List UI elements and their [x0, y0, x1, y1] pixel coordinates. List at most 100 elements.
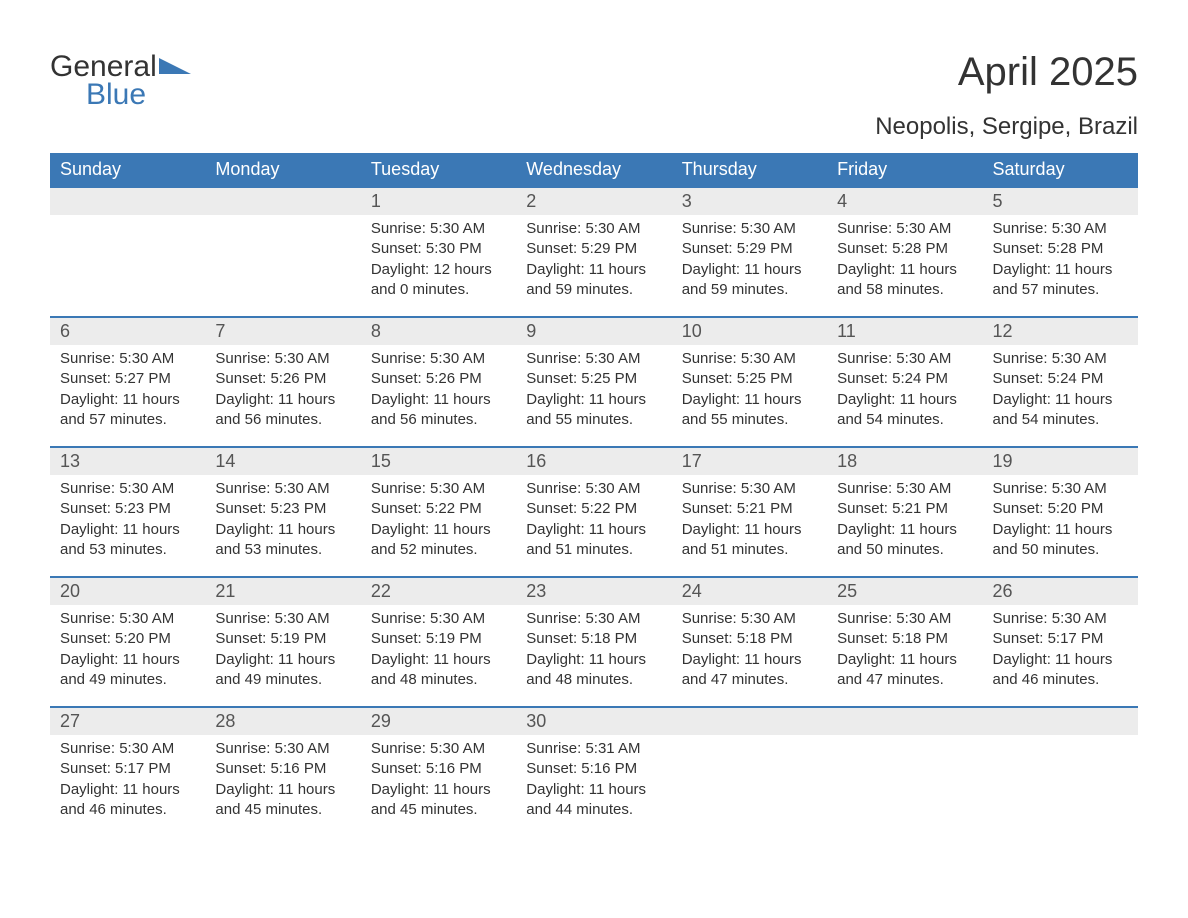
- weekday-header: Sunday: [50, 153, 205, 187]
- sunrise-text: Sunrise: 5:30 AM: [993, 609, 1128, 629]
- sunrise-text: Sunrise: 5:30 AM: [837, 479, 972, 499]
- day-number-cell: 28: [205, 707, 360, 735]
- sunrise-text: Sunrise: 5:30 AM: [371, 479, 506, 499]
- sunrise-text: Sunrise: 5:30 AM: [60, 349, 195, 369]
- sunset-text: Sunset: 5:19 PM: [215, 629, 350, 649]
- title-block: April 2025 Neopolis, Sergipe, Brazil: [875, 50, 1138, 141]
- daylight-text: and 49 minutes.: [215, 670, 350, 690]
- daylight-text: Daylight: 11 hours: [993, 650, 1128, 670]
- daylight-text: Daylight: 11 hours: [993, 390, 1128, 410]
- daylight-text: and 55 minutes.: [526, 410, 661, 430]
- daylight-text: and 46 minutes.: [993, 670, 1128, 690]
- sunset-text: Sunset: 5:18 PM: [837, 629, 972, 649]
- logo-flag-icon: [159, 50, 193, 84]
- sunrise-text: Sunrise: 5:30 AM: [526, 479, 661, 499]
- sunrise-text: Sunrise: 5:30 AM: [215, 479, 350, 499]
- sunset-text: Sunset: 5:22 PM: [526, 499, 661, 519]
- sunset-text: Sunset: 5:20 PM: [60, 629, 195, 649]
- day-number-cell: 25: [827, 577, 982, 605]
- day-detail-cell: Sunrise: 5:30 AMSunset: 5:20 PMDaylight:…: [50, 605, 205, 707]
- day-number-cell: 12: [983, 317, 1138, 345]
- day-number-cell: 2: [516, 187, 671, 215]
- day-detail-row: Sunrise: 5:30 AMSunset: 5:27 PMDaylight:…: [50, 345, 1138, 447]
- daylight-text: and 59 minutes.: [526, 280, 661, 300]
- day-detail-cell: [827, 735, 982, 836]
- daylight-text: Daylight: 11 hours: [526, 780, 661, 800]
- day-detail-cell: Sunrise: 5:30 AMSunset: 5:21 PMDaylight:…: [827, 475, 982, 577]
- sunrise-text: Sunrise: 5:30 AM: [371, 739, 506, 759]
- sunrise-text: Sunrise: 5:30 AM: [60, 609, 195, 629]
- daylight-text: Daylight: 11 hours: [993, 260, 1128, 280]
- daylight-text: and 56 minutes.: [371, 410, 506, 430]
- day-number-row: 13141516171819: [50, 447, 1138, 475]
- day-number-cell: [205, 187, 360, 215]
- daylight-text: and 48 minutes.: [526, 670, 661, 690]
- sunrise-text: Sunrise: 5:30 AM: [993, 479, 1128, 499]
- day-number-cell: 21: [205, 577, 360, 605]
- daylight-text: and 52 minutes.: [371, 540, 506, 560]
- calendar-table: SundayMondayTuesdayWednesdayThursdayFrid…: [50, 153, 1138, 836]
- day-number-cell: [827, 707, 982, 735]
- sunset-text: Sunset: 5:18 PM: [682, 629, 817, 649]
- day-number-cell: 22: [361, 577, 516, 605]
- day-number-cell: 14: [205, 447, 360, 475]
- day-detail-row: Sunrise: 5:30 AMSunset: 5:20 PMDaylight:…: [50, 605, 1138, 707]
- day-number-cell: 7: [205, 317, 360, 345]
- sunset-text: Sunset: 5:24 PM: [837, 369, 972, 389]
- sunset-text: Sunset: 5:20 PM: [993, 499, 1128, 519]
- daylight-text: and 50 minutes.: [993, 540, 1128, 560]
- sunset-text: Sunset: 5:28 PM: [837, 239, 972, 259]
- daylight-text: Daylight: 11 hours: [837, 520, 972, 540]
- day-detail-row: Sunrise: 5:30 AMSunset: 5:17 PMDaylight:…: [50, 735, 1138, 836]
- day-detail-cell: Sunrise: 5:30 AMSunset: 5:24 PMDaylight:…: [827, 345, 982, 447]
- daylight-text: and 55 minutes.: [682, 410, 817, 430]
- daylight-text: Daylight: 11 hours: [526, 520, 661, 540]
- day-detail-cell: [983, 735, 1138, 836]
- day-detail-cell: Sunrise: 5:30 AMSunset: 5:26 PMDaylight:…: [205, 345, 360, 447]
- day-number-row: 12345: [50, 187, 1138, 215]
- sunset-text: Sunset: 5:27 PM: [60, 369, 195, 389]
- daylight-text: and 47 minutes.: [837, 670, 972, 690]
- sunrise-text: Sunrise: 5:30 AM: [371, 349, 506, 369]
- sunrise-text: Sunrise: 5:30 AM: [60, 739, 195, 759]
- sunrise-text: Sunrise: 5:30 AM: [371, 609, 506, 629]
- daylight-text: Daylight: 11 hours: [526, 390, 661, 410]
- sunrise-text: Sunrise: 5:30 AM: [837, 349, 972, 369]
- day-detail-cell: Sunrise: 5:30 AMSunset: 5:22 PMDaylight:…: [516, 475, 671, 577]
- day-number-cell: 15: [361, 447, 516, 475]
- sunset-text: Sunset: 5:23 PM: [60, 499, 195, 519]
- daylight-text: and 53 minutes.: [215, 540, 350, 560]
- day-number-cell: 9: [516, 317, 671, 345]
- day-number-cell: 30: [516, 707, 671, 735]
- sunset-text: Sunset: 5:26 PM: [371, 369, 506, 389]
- sunrise-text: Sunrise: 5:30 AM: [682, 479, 817, 499]
- daylight-text: Daylight: 11 hours: [526, 260, 661, 280]
- sunrise-text: Sunrise: 5:30 AM: [526, 349, 661, 369]
- sunrise-text: Sunrise: 5:30 AM: [60, 479, 195, 499]
- daylight-text: Daylight: 11 hours: [60, 780, 195, 800]
- day-number-cell: 17: [672, 447, 827, 475]
- day-detail-cell: Sunrise: 5:30 AMSunset: 5:16 PMDaylight:…: [205, 735, 360, 836]
- daylight-text: and 53 minutes.: [60, 540, 195, 560]
- day-number-cell: 20: [50, 577, 205, 605]
- daylight-text: Daylight: 11 hours: [371, 780, 506, 800]
- day-detail-cell: Sunrise: 5:30 AMSunset: 5:17 PMDaylight:…: [50, 735, 205, 836]
- day-number-cell: 3: [672, 187, 827, 215]
- daylight-text: Daylight: 11 hours: [526, 650, 661, 670]
- day-number-cell: 18: [827, 447, 982, 475]
- weekday-header: Monday: [205, 153, 360, 187]
- sunrise-text: Sunrise: 5:30 AM: [215, 739, 350, 759]
- sunrise-text: Sunrise: 5:30 AM: [371, 219, 506, 239]
- day-detail-cell: Sunrise: 5:30 AMSunset: 5:20 PMDaylight:…: [983, 475, 1138, 577]
- day-detail-cell: [205, 215, 360, 317]
- sunrise-text: Sunrise: 5:30 AM: [682, 609, 817, 629]
- day-detail-cell: Sunrise: 5:30 AMSunset: 5:28 PMDaylight:…: [983, 215, 1138, 317]
- daylight-text: Daylight: 11 hours: [682, 260, 817, 280]
- day-detail-cell: Sunrise: 5:30 AMSunset: 5:26 PMDaylight:…: [361, 345, 516, 447]
- sunset-text: Sunset: 5:22 PM: [371, 499, 506, 519]
- day-detail-cell: Sunrise: 5:30 AMSunset: 5:23 PMDaylight:…: [205, 475, 360, 577]
- daylight-text: Daylight: 11 hours: [215, 390, 350, 410]
- daylight-text: and 54 minutes.: [993, 410, 1128, 430]
- daylight-text: Daylight: 11 hours: [837, 650, 972, 670]
- daylight-text: and 54 minutes.: [837, 410, 972, 430]
